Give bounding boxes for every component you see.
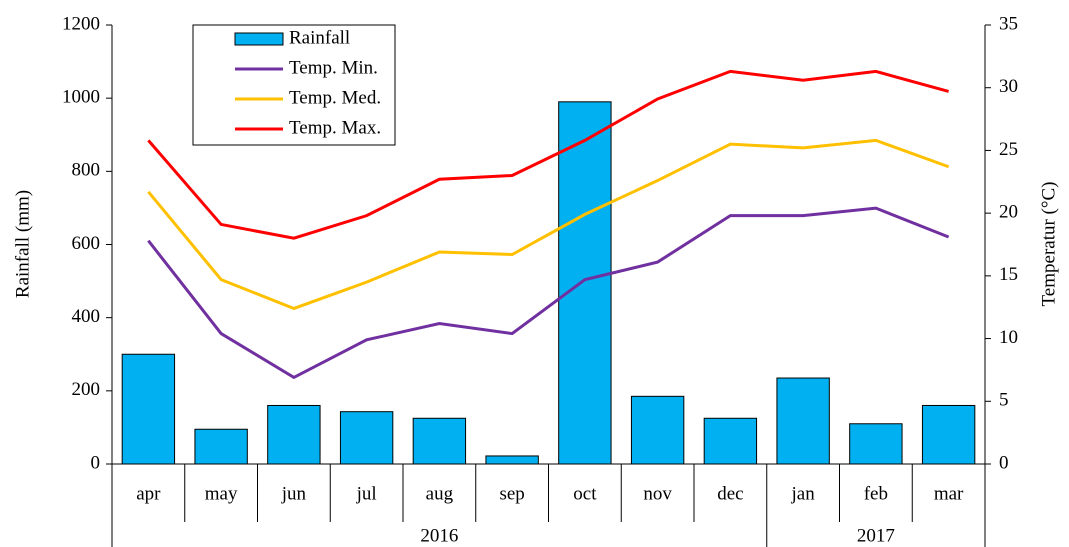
bar: [703, 417, 758, 465]
y-tick-label: 800: [72, 160, 101, 181]
year-label: 2016: [420, 525, 458, 546]
line: [147, 138, 950, 311]
y-tick-label: 600: [72, 233, 101, 254]
bar: [194, 428, 248, 465]
x-tick-label: jan: [791, 483, 816, 504]
legend-label: Rainfall: [289, 27, 350, 48]
y2-tick-label: 30: [999, 76, 1018, 97]
bar: [776, 377, 830, 465]
y2-tick-label: 15: [999, 264, 1018, 285]
legend-box: [192, 24, 396, 146]
x-tick-label: dec: [717, 483, 743, 504]
x-tick-label: aug: [426, 483, 454, 504]
y-tick-label: 1200: [62, 13, 100, 34]
bar: [485, 455, 539, 465]
y-tick-label: 400: [72, 306, 101, 327]
bar: [630, 395, 685, 465]
x-tick-label: jun: [281, 483, 307, 504]
bar: [849, 423, 903, 465]
x-tick-label: jul: [356, 483, 377, 504]
y2-tick-label: 25: [999, 139, 1018, 160]
x-tick-label: mar: [934, 483, 964, 504]
y2-tick-label: 10: [999, 327, 1018, 348]
legend-label: Temp. Min.: [289, 57, 378, 78]
bar: [558, 101, 612, 465]
legend-label: Temp. Max.: [289, 117, 381, 138]
y2-tick-label: 0: [999, 452, 1009, 473]
year-label: 2017: [857, 525, 895, 546]
x-tick-label: apr: [136, 483, 161, 504]
bar: [121, 353, 176, 465]
bar: [339, 411, 394, 465]
x-tick-label: may: [205, 483, 238, 504]
y-tick-label: 200: [72, 379, 101, 400]
y2-axis-label: Temperatur (°C): [1038, 182, 1059, 307]
x-tick-label: oct: [573, 483, 597, 504]
y-axis-label: Rainfall (mm): [12, 190, 33, 298]
bar: [921, 404, 976, 465]
y-tick-label: 0: [91, 452, 101, 473]
legend-swatch: [234, 32, 284, 46]
x-tick-label: sep: [499, 483, 524, 504]
y-tick-label: 1000: [62, 87, 100, 108]
legend-label: Temp. Med.: [289, 87, 381, 108]
line: [147, 69, 950, 240]
line: [147, 206, 950, 380]
x-tick-label: feb: [864, 483, 888, 504]
y2-tick-label: 20: [999, 202, 1018, 223]
y2-tick-label: 35: [999, 13, 1018, 34]
bar: [267, 404, 321, 465]
x-tick-label: nov: [643, 483, 672, 504]
y2-tick-label: 5: [999, 390, 1009, 411]
bar: [412, 417, 467, 465]
